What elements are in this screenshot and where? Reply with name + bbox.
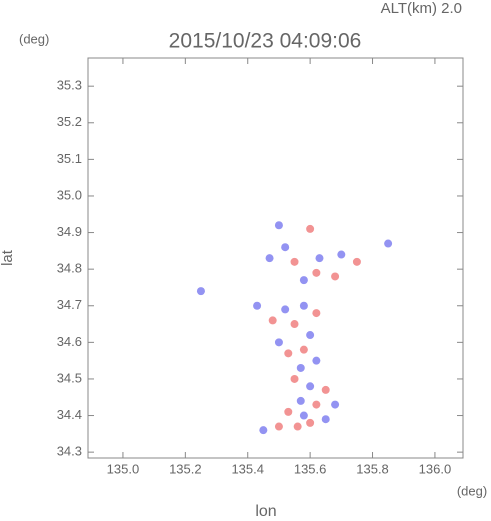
radar-echo [299,276,308,285]
radar-echo [196,287,205,296]
radar-echo [315,254,324,263]
x-tick-label: 135.4 [231,461,264,476]
radar-echo [312,400,321,409]
radar-echo [290,257,299,266]
altitude-label: ALT(km) 2.0 [381,0,462,17]
x-tick-label: 135.0 [107,461,140,476]
radar-echo [306,382,315,391]
radar-echo [253,301,262,310]
radar-echo [299,301,308,310]
radar-echo [296,363,305,372]
x-unit: (deg) [457,483,487,498]
x-tick-label: 135.8 [356,461,389,476]
radar-echo [312,268,321,277]
x-tick-label: 136.0 [419,461,452,476]
y-tick-label: 34.5 [57,370,82,385]
y-axis-label: lat [0,249,16,266]
radar-echo [268,316,277,325]
radar-echo [384,239,393,248]
radar-echo [331,272,340,281]
chart-title: 2015/10/23 04:09:06 [169,30,362,53]
radar-echo [259,426,268,435]
radar-echo [331,400,340,409]
radar-echo [299,345,308,354]
y-tick-label: 34.4 [57,407,82,422]
radar-echo [299,411,308,420]
radar-echo [265,254,274,263]
y-tick-label: 34.7 [57,297,82,312]
radar-echo [312,356,321,365]
radar-echo [306,224,315,233]
radar-echo [290,374,299,383]
y-tick-label: 35.1 [57,151,82,166]
x-tick-label: 135.6 [294,461,327,476]
y-tick-label: 34.3 [57,444,82,459]
radar-echo [337,250,346,259]
radar-echo [352,257,361,266]
radar-echo [312,309,321,318]
y-tick-label: 35.3 [57,78,82,93]
x-tick-label: 135.2 [169,461,202,476]
y-tick-label: 35.2 [57,114,82,129]
radar-echo [290,320,299,329]
radar-echo [274,221,283,230]
radar-echo [293,422,302,431]
radar-echo [284,349,293,358]
radar-echo [274,422,283,431]
y-unit: (deg) [19,31,49,46]
radar-echo [281,243,290,252]
radar-echo [296,396,305,405]
y-tick-label: 35.0 [57,187,82,202]
y-tick-label: 34.8 [57,261,82,276]
plot-frame [87,57,464,459]
radar-echo [281,305,290,314]
radar-echo [284,407,293,416]
y-tick-label: 34.6 [57,334,82,349]
radar-echo [306,418,315,427]
radar-echo [306,331,315,340]
y-tick-label: 34.9 [57,224,82,239]
radar-echo [274,338,283,347]
x-axis-label: lon [255,503,276,520]
radar-echo [321,415,330,424]
radar-echo [321,385,330,394]
